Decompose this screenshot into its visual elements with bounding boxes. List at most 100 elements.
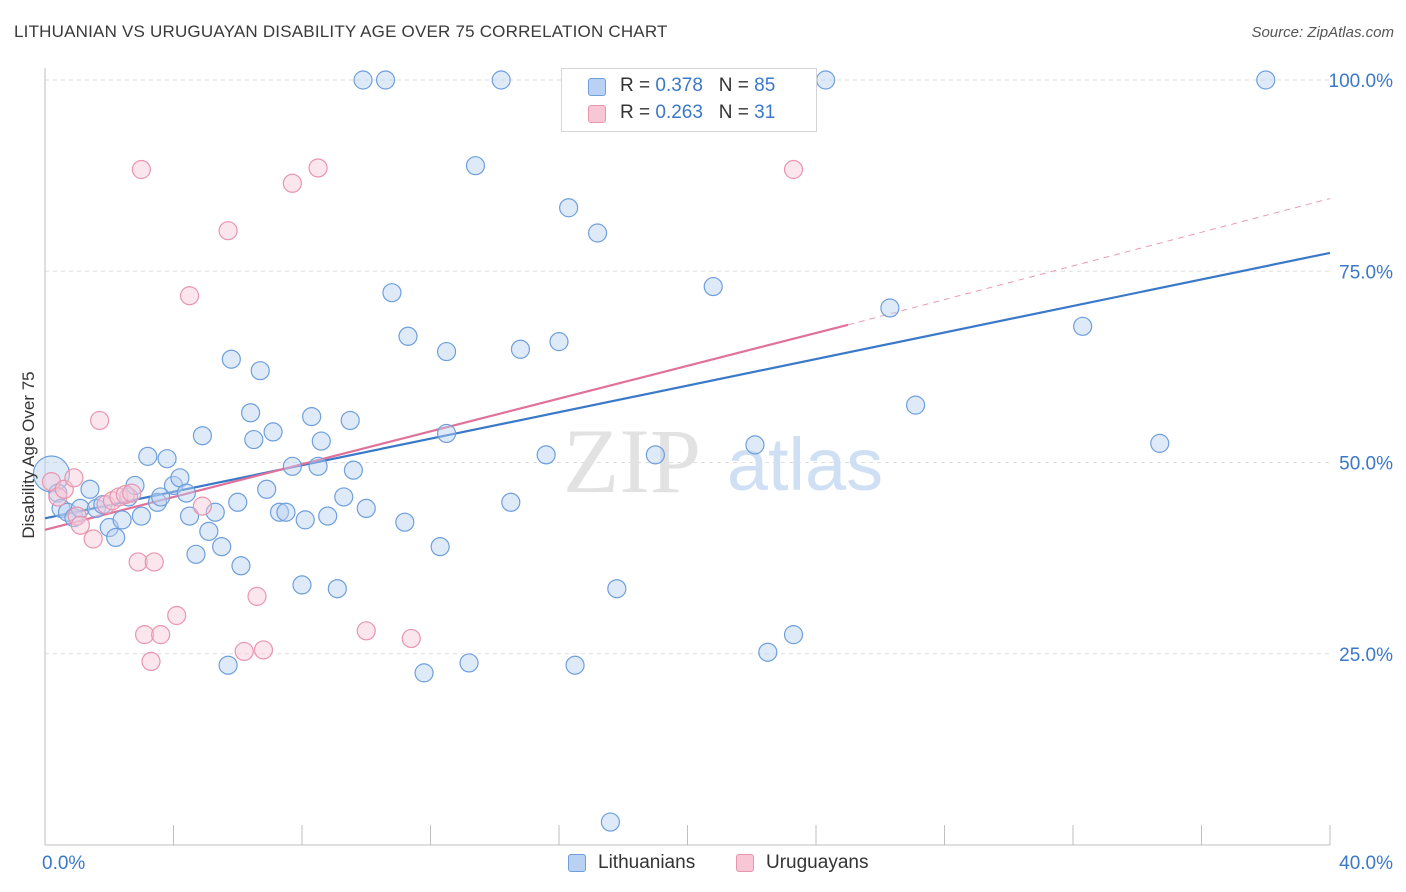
legend-r-label: R =	[620, 75, 656, 96]
point-uruguayans	[247, 586, 267, 606]
point-lithuanians	[157, 449, 177, 469]
point-lithuanians	[343, 460, 363, 480]
legend-n-label: N =	[718, 102, 755, 123]
point-lithuanians	[536, 445, 556, 465]
point-lithuanians	[430, 537, 450, 557]
point-uruguayans	[64, 468, 84, 488]
point-lithuanians	[436, 341, 457, 362]
trend-line-uruguayans-extension	[847, 198, 1331, 326]
point-uruguayans	[218, 221, 238, 241]
axes	[44, 68, 1331, 846]
watermark: ZIP atlas	[563, 410, 883, 512]
point-uruguayans	[83, 529, 103, 549]
point-lithuanians	[186, 544, 206, 564]
legend-swatch-blue	[588, 78, 606, 96]
point-uruguayans	[131, 159, 151, 180]
point-lithuanians	[645, 445, 665, 465]
point-lithuanians	[1256, 70, 1276, 90]
point-lithuanians	[565, 655, 585, 675]
legend-n-value: 31	[754, 102, 776, 123]
bottom-legend-swatch-pink	[736, 854, 754, 872]
point-uruguayans	[234, 641, 254, 662]
point-lithuanians	[218, 655, 238, 675]
legend-swatch-pink	[588, 105, 606, 123]
point-lithuanians	[510, 339, 531, 359]
point-lithuanians	[459, 653, 479, 673]
legend-r-label: R =	[620, 102, 656, 123]
point-lithuanians	[221, 349, 241, 369]
point-lithuanians	[382, 283, 402, 303]
point-lithuanians	[465, 156, 486, 176]
chart-title: LITHUANIAN VS URUGUAYAN DISABILITY AGE O…	[14, 22, 668, 41]
legend-n-value: 85	[754, 75, 776, 96]
point-lithuanians	[250, 361, 270, 381]
point-lithuanians	[318, 506, 338, 526]
point-lithuanians	[147, 492, 168, 512]
trend-line-uruguayans	[44, 323, 849, 531]
point-lithuanians	[745, 435, 765, 455]
point-lithuanians	[905, 395, 926, 415]
point-uruguayans	[70, 515, 90, 535]
point-uruguayans	[151, 625, 171, 645]
point-lithuanians	[192, 426, 213, 446]
point-lithuanians	[269, 502, 290, 522]
point-lithuanians	[600, 812, 621, 832]
point-uruguayans	[356, 621, 376, 641]
y-tick-label: 25.0%	[1339, 645, 1393, 666]
point-lithuanians	[131, 506, 151, 526]
legend-r-value: 0.263	[655, 102, 703, 123]
point-uruguayans	[48, 487, 68, 507]
point-lithuanians	[311, 431, 331, 451]
point-uruguayans	[783, 159, 804, 180]
legend-r-value: 0.378	[655, 75, 703, 96]
point-lithuanians	[327, 579, 347, 599]
point-lithuanians	[199, 521, 219, 541]
point-lithuanians	[282, 456, 302, 476]
x-tick-label: 40.0%	[1339, 853, 1393, 874]
point-lithuanians	[501, 492, 521, 512]
point-lithuanians	[353, 70, 373, 90]
point-lithuanians	[356, 498, 376, 518]
axis-labels: 25.0% 50.0% 75.0% 100.0% 0.0% 40.0% Disability…	[19, 71, 1393, 874]
point-uruguayans	[167, 605, 187, 626]
point-lithuanians	[176, 483, 196, 503]
point-lithuanians	[257, 479, 277, 499]
point-lithuanians	[587, 223, 608, 243]
point-lithuanians	[241, 403, 261, 423]
legend-n-label: N =	[718, 75, 755, 96]
point-lithuanians	[57, 502, 78, 522]
point-lithuanians	[436, 423, 457, 444]
point-uruguayans	[192, 496, 213, 516]
point-lithuanians	[295, 510, 315, 530]
trend-lines	[44, 198, 1331, 531]
point-lithuanians	[276, 502, 296, 522]
point-uruguayans	[134, 625, 155, 645]
point-lithuanians	[395, 512, 415, 532]
point-lithuanians	[758, 642, 778, 662]
point-lithuanians	[244, 429, 264, 450]
point-lithuanians	[816, 70, 836, 90]
point-lithuanians	[1073, 316, 1093, 336]
point-lithuanians	[106, 527, 126, 548]
y-tick-label: 75.0%	[1339, 262, 1393, 283]
y-tick-label: 50.0%	[1339, 454, 1393, 475]
point-lithuanians	[302, 407, 322, 427]
point-lithuanians	[138, 446, 158, 466]
point-lithuanians	[340, 410, 360, 431]
point-lithuanians	[179, 506, 200, 526]
point-uruguayans	[282, 173, 302, 193]
bottom-legend-label: Lithuanians	[598, 852, 696, 873]
point-lithuanians	[151, 487, 171, 507]
point-lithuanians	[607, 579, 627, 599]
point-uruguayans	[128, 552, 148, 572]
data-points	[32, 70, 1276, 832]
point-lithuanians	[231, 556, 251, 576]
point-lithuanians	[292, 575, 312, 595]
point-lithuanians	[112, 510, 132, 530]
point-lithuanians	[212, 537, 232, 557]
point-uruguayans	[90, 410, 110, 431]
point-lithuanians	[1150, 433, 1170, 453]
watermark-atlas: atlas	[727, 423, 883, 506]
point-lithuanians	[491, 70, 511, 90]
